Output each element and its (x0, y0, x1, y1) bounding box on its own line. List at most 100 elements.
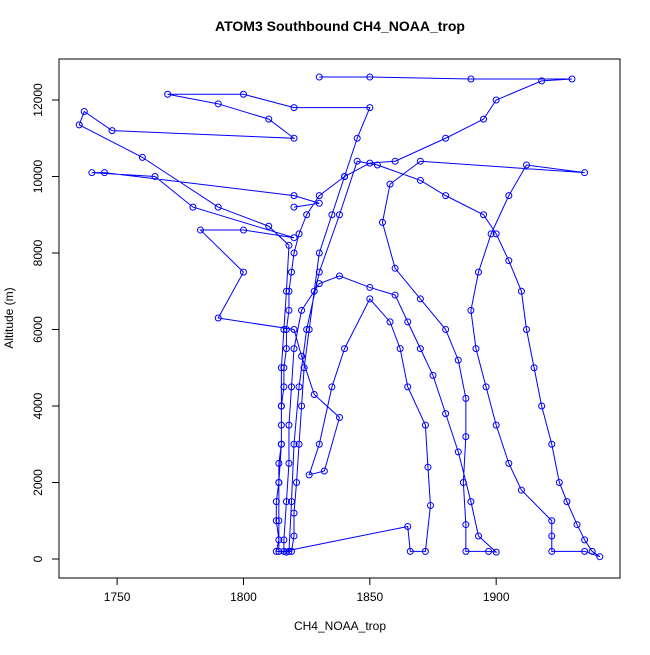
data-point (482, 383, 490, 391)
data-point (275, 517, 283, 525)
data-point (290, 532, 298, 540)
data-point (404, 522, 412, 530)
data-point (406, 547, 414, 555)
data-point (282, 345, 290, 353)
data-point (282, 498, 290, 506)
data-point (391, 264, 399, 272)
data-point (280, 383, 288, 391)
data-point (265, 222, 273, 230)
data-point (295, 230, 303, 238)
data-point (523, 325, 530, 333)
data-point (480, 115, 488, 123)
data-point (467, 306, 475, 314)
data-point (328, 211, 336, 219)
data-point (280, 325, 288, 333)
data-point (290, 134, 298, 142)
data-point (290, 345, 298, 353)
data-point (287, 498, 295, 506)
data-point (429, 371, 437, 379)
data-point (287, 383, 295, 391)
data-point (272, 517, 280, 525)
data-point (272, 498, 280, 506)
data-point (487, 230, 495, 238)
data-point (108, 127, 116, 135)
data-point (310, 391, 318, 399)
data-point (404, 383, 412, 391)
data-point (214, 100, 222, 108)
data-point (275, 536, 283, 544)
data-point (290, 325, 298, 333)
data-point (548, 532, 556, 540)
data-point (341, 345, 349, 353)
data-point (315, 192, 323, 200)
data-point (523, 161, 530, 169)
data-point (426, 501, 434, 509)
data-point (287, 547, 295, 555)
data-point (353, 134, 361, 142)
data-point (305, 471, 313, 479)
data-point (285, 306, 293, 314)
data-point (138, 153, 146, 161)
x-tick-label: 1750 (104, 590, 131, 604)
data-point (197, 226, 205, 234)
data-point (285, 459, 293, 467)
data-point (492, 96, 500, 104)
data-point (442, 134, 450, 142)
data-point (100, 169, 108, 177)
data-point (485, 547, 493, 555)
data-point (303, 211, 311, 219)
data-point (391, 157, 399, 165)
data-point (442, 192, 450, 200)
data-point (287, 268, 295, 276)
data-point (336, 272, 343, 280)
data-point (442, 325, 450, 333)
data-point (581, 547, 589, 555)
data-point (290, 249, 298, 257)
data-point (315, 73, 323, 81)
data-point (416, 176, 424, 184)
y-tick-label: 2000 (31, 469, 45, 496)
data-point (353, 157, 361, 165)
data-point (280, 364, 288, 372)
data-point (290, 440, 298, 448)
x-tick-label: 1800 (230, 590, 257, 604)
data-point (366, 104, 374, 112)
data-point (366, 159, 374, 167)
data-point (505, 257, 513, 265)
data-point (75, 121, 83, 129)
data-point (573, 521, 581, 529)
data-point (538, 77, 546, 85)
data-point (378, 218, 386, 226)
data-point (285, 547, 293, 555)
y-tick-label: 4000 (31, 392, 45, 419)
data-point (416, 157, 424, 165)
data-point (424, 463, 432, 471)
data-point (265, 115, 273, 123)
data-point (462, 433, 470, 441)
data-line (78, 76, 601, 558)
data-point (293, 478, 301, 486)
data-point (442, 410, 450, 418)
data-point (295, 440, 303, 448)
data-point (290, 192, 298, 200)
data-point (459, 478, 467, 486)
data-point (285, 421, 293, 429)
chart-title: ATOM3 Southbound CH4_NOAA_trop (215, 18, 465, 34)
data-point (588, 547, 596, 555)
data-point (373, 161, 381, 169)
data-point (467, 498, 475, 506)
data-point (280, 547, 288, 555)
data-point (462, 521, 470, 529)
data-point (298, 306, 306, 314)
data-point (462, 394, 470, 402)
data-point (416, 345, 424, 353)
data-point (275, 478, 283, 486)
data-point (275, 459, 283, 467)
data-point (386, 180, 394, 188)
data-point (421, 547, 429, 555)
data-point (596, 553, 604, 561)
data-point (474, 268, 482, 276)
data-point (214, 203, 222, 211)
data-point (320, 467, 328, 475)
